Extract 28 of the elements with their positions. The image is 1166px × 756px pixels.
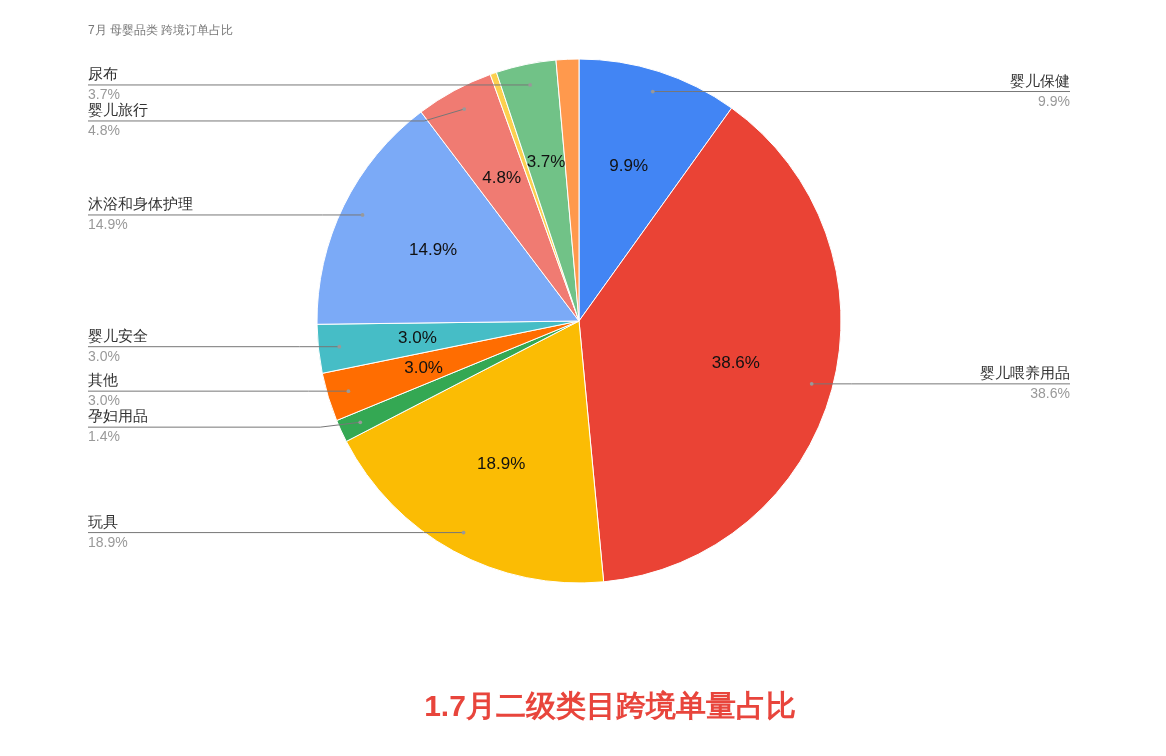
slice-label: 玩具 — [88, 512, 118, 530]
slice-label: 婴儿旅行 — [88, 100, 148, 118]
text: 3.7% — [88, 85, 120, 102]
text: 14.9% — [88, 215, 128, 232]
slice-label: 婴儿保健 — [1010, 71, 1070, 89]
chart-subtitle: 7月 母婴品类 跨境订单占比 — [88, 23, 234, 37]
data-label: 4.8% — [482, 168, 522, 188]
slice-label: 其他 — [88, 371, 118, 389]
data-label: 9.9% — [609, 156, 649, 176]
text: 38.6% — [1030, 384, 1070, 401]
text: 4.8% — [88, 121, 120, 138]
data-label: 14.9% — [409, 239, 458, 259]
slice-label: 尿布 — [88, 64, 118, 82]
slice-label: 沐浴和身体护理 — [88, 194, 193, 212]
data-label: 38.6% — [711, 353, 760, 373]
text: 9.9% — [1038, 92, 1070, 109]
data-label: 1.4% — [88, 428, 120, 445]
slice-label: 婴儿安全 — [88, 326, 148, 344]
text: 1.7月二级类目跨境单量占比 — [424, 689, 796, 722]
data-label: 3.0% — [404, 358, 443, 378]
data-label: 18.9% — [477, 453, 526, 473]
slice-label: 孕妇用品 — [88, 407, 148, 425]
slice-label: 婴儿喂养用品 — [980, 363, 1070, 381]
data-label: 3.7% — [526, 151, 566, 171]
text: 18.9% — [88, 533, 128, 550]
text: 3.0% — [88, 392, 120, 409]
text: 3.0% — [88, 347, 120, 364]
data-label: 3.0% — [398, 328, 437, 348]
